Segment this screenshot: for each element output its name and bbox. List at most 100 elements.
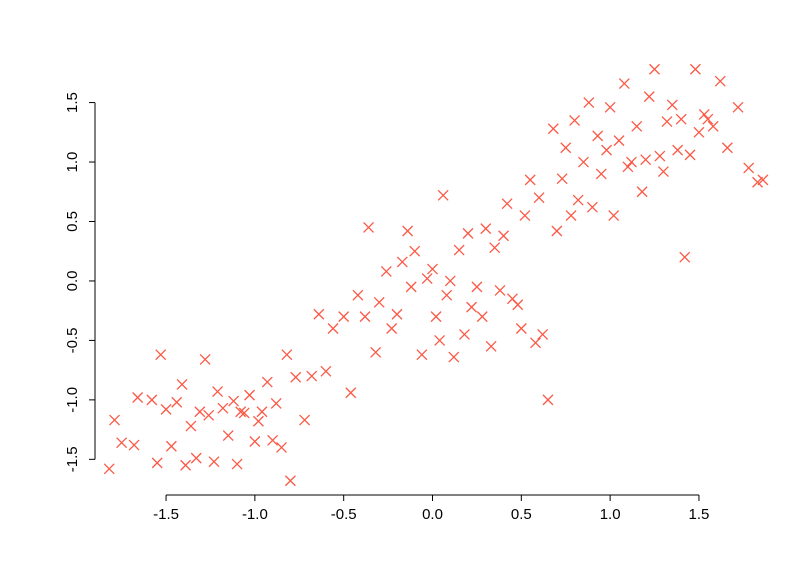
scatter-point xyxy=(459,329,469,339)
x-tick-label: -1.0 xyxy=(242,506,268,523)
scatter-point xyxy=(339,312,349,322)
scatter-point xyxy=(454,245,464,255)
scatter-point xyxy=(637,187,647,197)
x-tick-label: 0.5 xyxy=(511,506,532,523)
scatter-point xyxy=(360,312,370,322)
scatter-point xyxy=(673,145,683,155)
scatter-point xyxy=(397,257,407,267)
scatter-point xyxy=(699,109,709,119)
scatter-point xyxy=(353,290,363,300)
scatter-point xyxy=(644,92,654,102)
x-tick-label: 1.5 xyxy=(689,506,710,523)
scatter-point xyxy=(685,150,695,160)
scatter-point xyxy=(387,324,397,334)
scatter-point xyxy=(403,226,413,236)
scatter-point xyxy=(223,431,233,441)
scatter-point xyxy=(285,476,295,486)
scatter-point xyxy=(690,64,700,74)
scatter-point xyxy=(495,285,505,295)
scatter-point xyxy=(516,324,526,334)
y-tick-label: 1.5 xyxy=(64,92,81,113)
scatter-point xyxy=(502,199,512,209)
scatter-point xyxy=(744,163,754,173)
scatter-point xyxy=(431,312,441,322)
scatter-point xyxy=(328,324,338,334)
scatter-point xyxy=(172,397,182,407)
scatter-point xyxy=(442,290,452,300)
scatter-point xyxy=(614,136,624,146)
y-tick-label: 1.0 xyxy=(64,152,81,173)
scatter-point xyxy=(667,100,677,110)
scatter-point xyxy=(232,459,242,469)
scatter-point xyxy=(209,457,219,467)
scatter-point xyxy=(321,366,331,376)
scatter-point xyxy=(578,157,588,167)
scatter-point xyxy=(626,157,636,167)
scatter-point xyxy=(573,195,583,205)
scatter-point xyxy=(655,151,665,161)
scatter-point xyxy=(129,440,139,450)
scatter-point xyxy=(147,395,157,405)
scatter-point xyxy=(371,347,381,357)
scatter-point xyxy=(641,155,651,165)
scatter-point xyxy=(181,460,191,470)
scatter-point xyxy=(152,458,162,468)
scatter-point xyxy=(236,407,246,417)
scatter-point xyxy=(632,121,642,131)
scatter-point xyxy=(708,121,718,131)
scatter-point xyxy=(486,341,496,351)
scatter-point xyxy=(195,407,205,417)
scatter-point xyxy=(104,464,114,474)
scatter-point xyxy=(715,76,725,86)
scatter-point xyxy=(133,392,143,402)
scatter-point xyxy=(307,371,317,381)
scatter-point xyxy=(703,114,713,124)
scatter-point xyxy=(177,379,187,389)
scatter-point xyxy=(557,174,567,184)
scatter-point xyxy=(593,131,603,141)
scatter-point xyxy=(445,276,455,286)
scatter-point xyxy=(722,143,732,153)
scatter-point xyxy=(117,438,127,448)
y-tick-label: -0.5 xyxy=(64,327,81,353)
x-tick-label: -1.5 xyxy=(153,506,179,523)
scatter-point xyxy=(435,335,445,345)
scatter-point xyxy=(374,297,384,307)
scatter-point xyxy=(477,312,487,322)
scatter-point xyxy=(605,102,615,112)
scatter-point xyxy=(213,387,223,397)
scatter-point xyxy=(381,266,391,276)
scatter-point xyxy=(406,282,416,292)
scatter-point xyxy=(245,390,255,400)
scatter-point xyxy=(490,243,500,253)
scatter-point xyxy=(271,398,281,408)
scatter-point xyxy=(282,350,292,360)
scatter-point xyxy=(570,115,580,125)
scatter-point xyxy=(543,395,553,405)
scatter-point xyxy=(392,309,402,319)
scatter-point xyxy=(561,143,571,153)
scatter-point xyxy=(277,442,287,452)
scatter-point xyxy=(463,228,473,238)
scatter-point xyxy=(623,162,633,172)
scatter-point xyxy=(268,435,278,445)
scatter-point xyxy=(531,338,541,348)
scatter-point xyxy=(499,231,509,241)
scatter-point xyxy=(346,388,356,398)
scatter-point xyxy=(229,396,239,406)
scatter-point xyxy=(481,224,491,234)
scatter-point xyxy=(658,167,668,177)
scatter-point xyxy=(548,124,558,134)
scatter-point xyxy=(218,403,228,413)
scatter-point xyxy=(417,350,427,360)
x-tick-label: -0.5 xyxy=(331,506,357,523)
scatter-point xyxy=(449,352,459,362)
scatter-point xyxy=(619,79,629,89)
y-tick-label: 0.5 xyxy=(64,211,81,232)
scatter-point xyxy=(364,222,374,232)
scatter-point xyxy=(314,309,324,319)
scatter-point xyxy=(204,410,214,420)
scatter-point xyxy=(438,190,448,200)
scatter-plot: -1.5-1.0-0.50.00.51.01.5-1.5-1.0-0.50.00… xyxy=(0,0,800,571)
scatter-point xyxy=(513,300,523,310)
